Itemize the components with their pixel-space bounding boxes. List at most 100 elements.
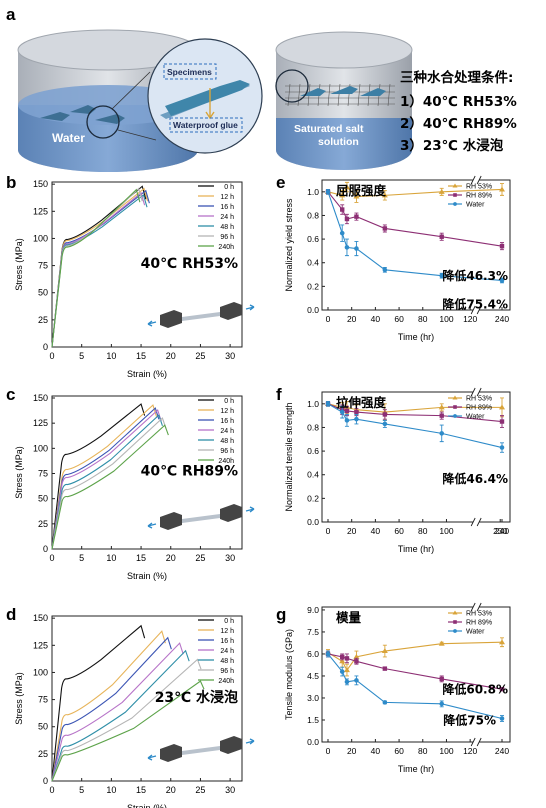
y-tick-label: 3.0 <box>307 693 319 703</box>
stress-strain-chart-d: Strain (%) Stress (MPa) 0 5 10 15 20 25 30 0 25 50 7… <box>14 613 255 808</box>
y-tick-label: 125 <box>33 206 48 216</box>
x-tick-label: 25 <box>195 785 205 795</box>
y-tick-label: 25 <box>38 749 48 759</box>
salt-container: Saturated salt solution <box>275 31 413 170</box>
data-point <box>353 193 360 199</box>
x-axis-label: Strain (%) <box>127 803 167 808</box>
panel-letter-e: e <box>276 173 285 192</box>
x-axis-label: Time (hr) <box>398 764 434 774</box>
y-tick-label: 0.8 <box>307 210 319 220</box>
chart-title: 屈服强度 <box>336 183 387 198</box>
data-point <box>382 666 388 671</box>
chart-title: 模量 <box>336 610 362 625</box>
y-tick-label: 9.0 <box>307 605 319 615</box>
y-tick-label: 75 <box>38 469 48 479</box>
y-axis-label: Normalized tensile strength <box>284 402 294 511</box>
panel-letter-c: c <box>6 385 15 404</box>
magnify-spot <box>86 105 120 139</box>
x-axis-label: Strain (%) <box>127 369 167 379</box>
legend-label: 0 h <box>224 618 234 625</box>
x-tick-label: 30 <box>225 553 235 563</box>
panel-letter-d: d <box>6 605 16 624</box>
data-point <box>499 686 505 692</box>
series-line-0h <box>51 403 146 550</box>
data-point <box>381 648 388 654</box>
y-tick-label: 50 <box>38 494 48 504</box>
x-tick-label: 5 <box>79 785 84 795</box>
x-tick-label: 15 <box>136 553 146 563</box>
condition-2: 2）40℃ RH89% <box>400 116 517 132</box>
x-tick-label: 80 <box>418 746 428 756</box>
y-tick-label: 25 <box>38 315 48 325</box>
data-point <box>499 445 505 450</box>
x-tick-label: 100 <box>439 746 453 756</box>
y-tick-label: 0.0 <box>307 305 319 315</box>
salt-label-1: Saturated salt <box>294 123 364 135</box>
x-tick-label: 0 <box>326 746 331 756</box>
property-chart-f: Time (hr) Normalized tensile strength 0 20 4… <box>284 387 511 554</box>
y-tick-label: 7.5 <box>307 627 319 637</box>
legend-label: 12 h <box>220 194 234 201</box>
series-line-240h <box>51 424 169 550</box>
x-tick-label: 10 <box>106 351 116 361</box>
data-point <box>439 431 445 436</box>
data-point <box>339 669 345 674</box>
legend-label: 96 h <box>220 668 234 675</box>
series-line-16h <box>51 189 150 348</box>
series-line-0h <box>51 185 147 348</box>
x-tick-label: 20 <box>166 351 176 361</box>
data-point <box>339 409 345 415</box>
panel-letter-g: g <box>276 605 286 624</box>
stress-strain-chart-c: Strain (%) Stress (MPa) 0 5 10 15 20 25 30 0 25 50 7… <box>14 393 255 581</box>
data-point <box>499 278 505 283</box>
x-tick-label: 15 <box>136 351 146 361</box>
x-tick-label: 15 <box>136 785 146 795</box>
salt-label-2: solution <box>318 136 359 148</box>
data-point <box>325 189 331 195</box>
x-tick-label: 30 <box>225 351 235 361</box>
data-point <box>438 404 445 410</box>
series-line-96h <box>51 658 202 782</box>
series-Water <box>325 650 505 722</box>
x-tick-label: 30 <box>225 785 235 795</box>
magnified-view: Specimens Waterproof glue <box>147 38 263 154</box>
y-tick-label: 0.0 <box>307 737 319 747</box>
series-line-0h <box>51 624 146 782</box>
x-tick-label: 0 <box>326 314 331 324</box>
series-line-12h <box>51 187 149 348</box>
legend-label: 12 h <box>220 408 234 415</box>
reduction-annotation: 降低46.3% <box>442 268 508 283</box>
data-point <box>340 654 345 660</box>
x-tick-label: 230 <box>493 526 507 536</box>
y-tick-label: 0.0 <box>307 517 319 527</box>
condition-label: 40℃ RH53% <box>141 256 238 272</box>
x-axis-label: Time (hr) <box>398 544 434 554</box>
x-tick-label: 25 <box>195 553 205 563</box>
legend-label: 240h <box>218 678 234 685</box>
specimens-label: Specimens <box>167 67 212 77</box>
y-tick-label: 6.0 <box>307 649 319 659</box>
legend-label: 16 h <box>220 638 234 645</box>
legend-label: 24 h <box>220 214 234 221</box>
y-tick-label: 0.4 <box>307 258 319 268</box>
data-point <box>354 659 359 664</box>
y-tick-label: 50 <box>38 722 48 732</box>
data-point <box>382 267 388 273</box>
axis-break <box>470 602 482 612</box>
x-tick-label: 20 <box>347 526 357 536</box>
series-line-24h <box>51 409 162 550</box>
series-line-48h <box>51 414 163 550</box>
y-tick-label: 0.6 <box>307 234 319 244</box>
x-tick-label: 20 <box>166 785 176 795</box>
y-tick-label: 100 <box>33 233 48 243</box>
y-tick-label: 100 <box>33 443 48 453</box>
y-tick-label: 0 <box>43 776 48 786</box>
x-tick-label: 20 <box>347 314 357 324</box>
series-Water <box>325 189 505 284</box>
y-tick-label: 0.4 <box>307 470 319 480</box>
x-tick-label: 25 <box>195 351 205 361</box>
y-tick-label: 125 <box>33 418 48 428</box>
data-point <box>344 656 350 661</box>
data-point <box>382 412 388 417</box>
